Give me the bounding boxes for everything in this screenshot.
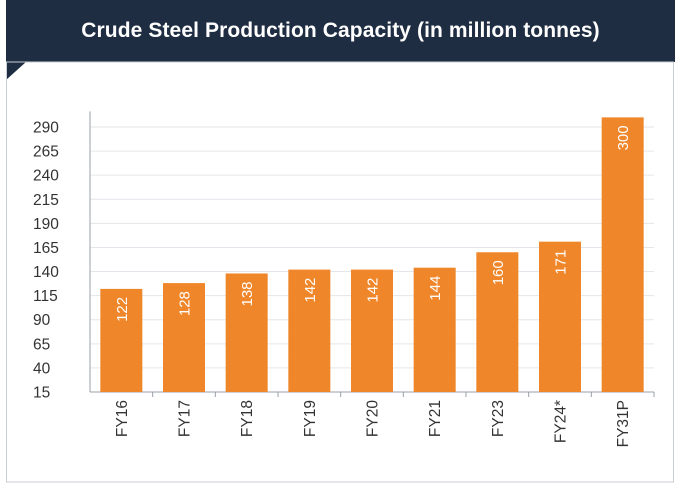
bar [539,241,581,392]
x-category-label: FY24* [553,400,570,443]
x-category-label: FY21 [427,400,444,437]
x-category-label: FY18 [239,400,256,437]
y-tick-label: 215 [33,192,59,209]
y-tick-label: 290 [33,120,59,137]
bar-value-label: 122 [114,297,131,322]
x-category-label: FY19 [302,400,319,437]
y-tick-label: 190 [33,216,59,233]
bar-value-label: 300 [615,125,632,150]
bar-value-label: 128 [177,291,194,316]
header-fold-decoration [6,62,26,80]
x-category-label: FY16 [114,400,131,437]
y-tick-label: 65 [33,336,50,353]
bar [225,273,268,392]
bar-value-label: 171 [553,250,570,275]
chart-header: Crude Steel Production Capacity (in mill… [6,0,675,62]
bar [288,269,331,392]
y-tick-label: 40 [33,360,51,377]
y-tick-label: 240 [33,168,59,185]
x-category-label: FY20 [365,400,382,437]
y-tick-label: 265 [33,144,59,161]
bar [413,267,456,392]
x-category-label: FY23 [490,400,507,437]
y-tick-label: 90 [33,312,51,329]
x-category-label: FY17 [177,400,194,437]
y-tick-label: 115 [33,288,58,305]
bar [351,269,393,392]
bar-value-label: 142 [365,278,382,303]
bar-value-label: 144 [427,276,444,301]
y-tick-label: 15 [33,385,50,402]
bar-value-label: 138 [239,281,256,306]
bar-value-label: 142 [302,278,319,303]
bar [100,288,143,392]
bar [476,252,519,392]
chart-panel-border [6,61,674,483]
chart-title: Crude Steel Production Capacity (in mill… [81,19,600,42]
x-category-label: FY31P [615,400,632,447]
bar [163,283,205,392]
y-tick-label: 165 [33,240,59,257]
y-tick-label: 140 [33,264,59,281]
bar-value-label: 160 [490,260,507,285]
bar [601,117,644,392]
